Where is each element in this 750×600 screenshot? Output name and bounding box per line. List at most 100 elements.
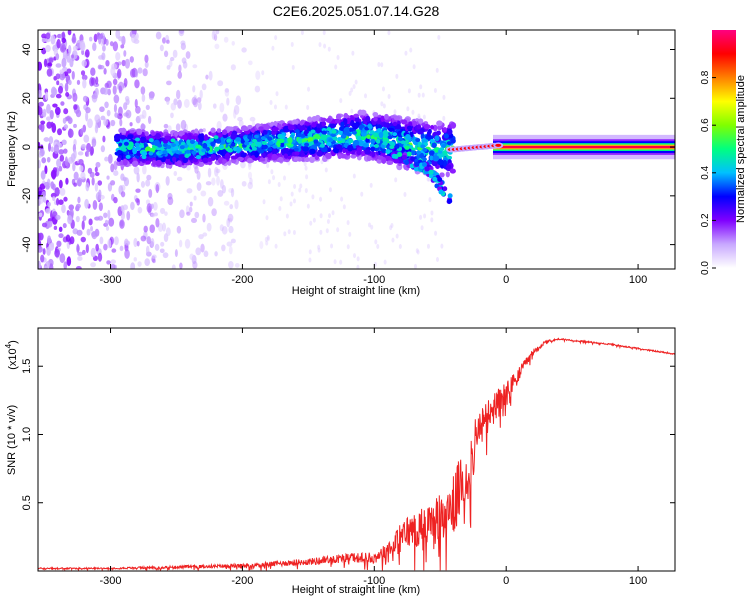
noise-blob xyxy=(112,85,117,95)
noise-blob xyxy=(237,116,243,122)
signal-peak xyxy=(256,137,262,142)
noise-blob xyxy=(398,243,402,249)
signal-blob xyxy=(309,148,316,155)
signal-blob xyxy=(443,133,449,139)
signal-blob xyxy=(432,124,438,132)
noise-blob xyxy=(90,67,96,77)
noise-blob xyxy=(65,177,69,185)
noise-blob xyxy=(134,70,139,78)
signal-blob xyxy=(436,120,443,127)
noise-blob xyxy=(76,229,83,236)
noise-blob xyxy=(404,50,408,56)
noise-blob xyxy=(207,196,214,207)
signal-blob xyxy=(279,142,285,148)
noise-blob xyxy=(166,65,171,70)
signal-blob xyxy=(272,127,279,132)
noise-blob xyxy=(223,200,230,206)
noise-blob xyxy=(195,247,202,256)
noise-blob xyxy=(233,109,237,119)
signal-peak xyxy=(296,133,302,138)
signal-blob xyxy=(301,152,306,157)
signal-blob xyxy=(145,135,151,141)
noise-blob xyxy=(265,215,269,221)
signal-peak xyxy=(189,139,195,144)
x-tick-label: -200 xyxy=(231,274,253,286)
noise-blob xyxy=(110,119,116,127)
signal-blob xyxy=(257,149,265,154)
signal-peak xyxy=(267,136,273,141)
noise-blob xyxy=(214,251,218,257)
tone-blob xyxy=(495,143,502,147)
signal-blob xyxy=(221,129,228,136)
noise-blob xyxy=(390,223,394,229)
noise-blob xyxy=(70,153,76,163)
noise-blob xyxy=(231,40,235,46)
signal-peak xyxy=(179,145,185,150)
signal-blob xyxy=(445,171,450,178)
noise-blob xyxy=(47,142,52,152)
noise-blob xyxy=(44,91,49,100)
signal-blob xyxy=(449,168,456,174)
noise-blob xyxy=(41,33,47,39)
noise-blob xyxy=(421,92,425,98)
noise-blob xyxy=(80,70,86,76)
branch-blob xyxy=(385,149,391,155)
spectrogram-frame xyxy=(37,29,676,270)
noise-blob xyxy=(56,38,61,49)
noise-blob xyxy=(163,50,169,58)
signal-blob xyxy=(393,115,401,121)
noise-blob xyxy=(76,243,80,254)
signal-peak xyxy=(166,144,172,149)
signal-blob xyxy=(364,149,371,155)
noise-blob xyxy=(340,196,344,202)
noise-blob xyxy=(162,222,167,232)
noise-blob xyxy=(228,187,234,193)
branch-blob xyxy=(421,161,427,167)
noise-blob xyxy=(186,188,193,194)
branch-blob xyxy=(447,193,453,199)
noise-blob xyxy=(262,199,266,205)
noise-blob xyxy=(58,149,65,155)
signal-blob xyxy=(222,158,227,164)
signal-peak xyxy=(293,147,299,152)
signal-peak xyxy=(319,143,325,148)
noise-blob xyxy=(94,166,98,173)
branch-blob xyxy=(406,151,412,157)
signal-blob xyxy=(360,135,366,141)
noise-blob xyxy=(189,201,193,207)
noise-blob xyxy=(192,98,199,108)
noise-blob xyxy=(228,245,233,255)
noise-blob xyxy=(84,198,89,209)
signal-blob xyxy=(202,142,208,149)
noise-blob xyxy=(65,234,71,242)
noise-blob xyxy=(197,101,202,111)
noise-blob xyxy=(62,223,67,229)
noise-blob xyxy=(123,50,127,57)
branch-blob xyxy=(438,189,444,195)
noise-blob xyxy=(247,171,253,180)
noise-blob xyxy=(176,225,182,234)
noise-blob xyxy=(298,187,302,193)
signal-blob xyxy=(430,125,435,130)
signal-blob xyxy=(136,128,143,136)
noise-blob xyxy=(274,243,278,249)
signal-peak xyxy=(148,138,154,143)
signal-peak xyxy=(135,146,141,151)
noise-blob xyxy=(140,86,146,95)
noise-blob xyxy=(41,37,46,43)
noise-blob xyxy=(102,135,106,143)
noise-blob xyxy=(75,266,82,269)
noise-blob xyxy=(199,89,203,100)
noise-blob xyxy=(76,179,82,187)
noise-blob xyxy=(144,258,151,266)
noise-blob xyxy=(170,102,177,111)
signal-blob xyxy=(366,155,372,162)
signal-blob xyxy=(114,133,121,141)
signal-blob xyxy=(155,159,163,167)
noise-blob xyxy=(112,78,118,86)
noise-blob xyxy=(38,83,42,92)
noise-blob xyxy=(299,183,303,189)
noise-blob xyxy=(269,99,273,105)
signal-blob xyxy=(337,153,342,160)
signal-peak xyxy=(326,127,332,132)
